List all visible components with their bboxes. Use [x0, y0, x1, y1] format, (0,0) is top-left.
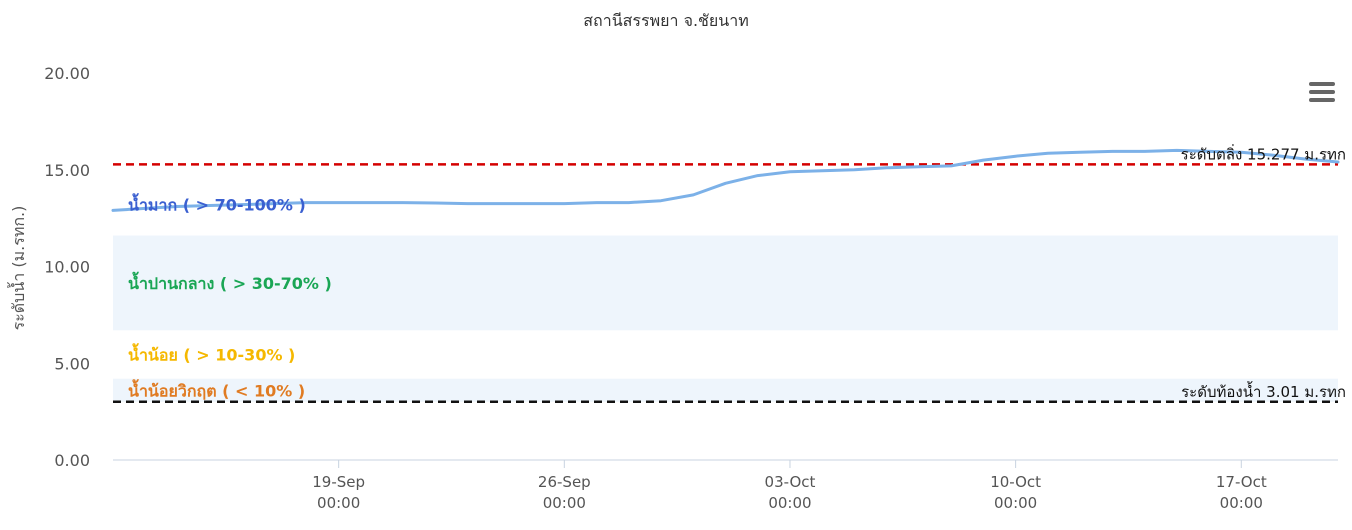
data-point — [1337, 161, 1339, 163]
x-tick-label-time: 00:00 — [317, 494, 360, 512]
chart-menu-button[interactable] — [1304, 78, 1340, 106]
data-point — [370, 201, 372, 204]
x-tick-label-time: 00:00 — [1220, 494, 1263, 512]
x-tick-label-date: 03-Oct — [765, 473, 816, 491]
data-point — [756, 174, 759, 177]
data-point — [208, 204, 211, 207]
data-point — [402, 201, 404, 204]
data-point — [305, 201, 308, 204]
data-point — [1208, 150, 1210, 153]
data-point — [627, 201, 630, 204]
data-point — [918, 166, 920, 168]
data-point — [1014, 155, 1017, 158]
reference-label-1: ระดับท้องน้ำ 3.01 ม.รทก — [1181, 381, 1346, 401]
data-point — [950, 165, 952, 167]
data-point — [821, 169, 824, 172]
band-2 — [113, 330, 1338, 379]
data-point — [499, 202, 501, 205]
reference-lines-layer — [113, 163, 1338, 404]
data-point — [1143, 150, 1146, 153]
series-layer — [111, 148, 1340, 212]
band-1 — [113, 235, 1338, 331]
x-tick-label-date: 17-Oct — [1216, 473, 1267, 491]
data-point — [1272, 154, 1275, 157]
y-tick-label: 0.00 — [54, 451, 90, 470]
hamburger-menu-icon — [1309, 82, 1335, 102]
data-point — [144, 207, 147, 210]
data-point — [466, 202, 469, 205]
x-tick-label-date: 26-Sep — [538, 473, 591, 491]
x-tick-label-date: 10-Oct — [990, 473, 1041, 491]
data-point — [853, 168, 856, 171]
x-tick-label-time: 00:00 — [543, 494, 586, 512]
band-0 — [113, 164, 1338, 236]
axes-layer: 0.00 5.00 10.00 15.00 20.00 19-Sep 00:00 26-Sep… — [44, 64, 1338, 512]
data-point — [273, 202, 275, 205]
y-tick-label: 15.00 — [44, 161, 90, 180]
chart-title: สถานีสรรพยา จ.ชัยนาท — [583, 11, 748, 30]
y-tick-label: 10.00 — [44, 258, 90, 277]
x-tick-label-time: 00:00 — [768, 494, 811, 512]
data-point — [1047, 152, 1049, 155]
data-point — [112, 209, 114, 212]
band-label-3: น้ำน้อยวิกฤต ( < 10% ) — [128, 379, 305, 401]
y-tick-label: 20.00 — [44, 64, 90, 83]
data-point — [1176, 149, 1178, 152]
data-point — [337, 201, 340, 204]
data-point — [1079, 151, 1081, 154]
data-point — [434, 202, 437, 204]
data-point — [1304, 158, 1307, 160]
data-point — [531, 202, 533, 205]
data-point — [176, 205, 179, 208]
y-axis-title: ระดับน้ำ (ม.รทก.) — [7, 206, 28, 331]
data-point — [1111, 150, 1114, 153]
band-label-1: น้ำปานกลาง ( > 30-70% ) — [128, 271, 332, 293]
data-point — [660, 199, 662, 202]
data-point — [885, 167, 888, 169]
y-tick-label: 5.00 — [54, 354, 90, 373]
data-point — [595, 201, 598, 204]
band-label-0: น้ำมาก ( > 70-100% ) — [128, 193, 306, 215]
bands-layer — [113, 164, 1338, 402]
band-3 — [113, 378, 1338, 402]
data-point — [982, 159, 985, 161]
labels-layer: น้ำมาก ( > 70-100% ) น้ำปานกลาง ( > 30-70… — [128, 143, 1346, 400]
data-point — [1240, 151, 1243, 154]
data-point — [692, 194, 695, 196]
data-point — [563, 202, 566, 205]
data-point — [724, 182, 727, 185]
reference-label-0: ระดับตลิ่ง 15.277 ม.รทก — [1181, 143, 1346, 163]
band-label-2: น้ำน้อย ( > 10-30% ) — [128, 343, 295, 365]
data-point — [789, 170, 791, 173]
data-point — [241, 203, 243, 206]
x-tick-label-date: 19-Sep — [312, 473, 365, 491]
x-tick-label-time: 00:00 — [994, 494, 1037, 512]
